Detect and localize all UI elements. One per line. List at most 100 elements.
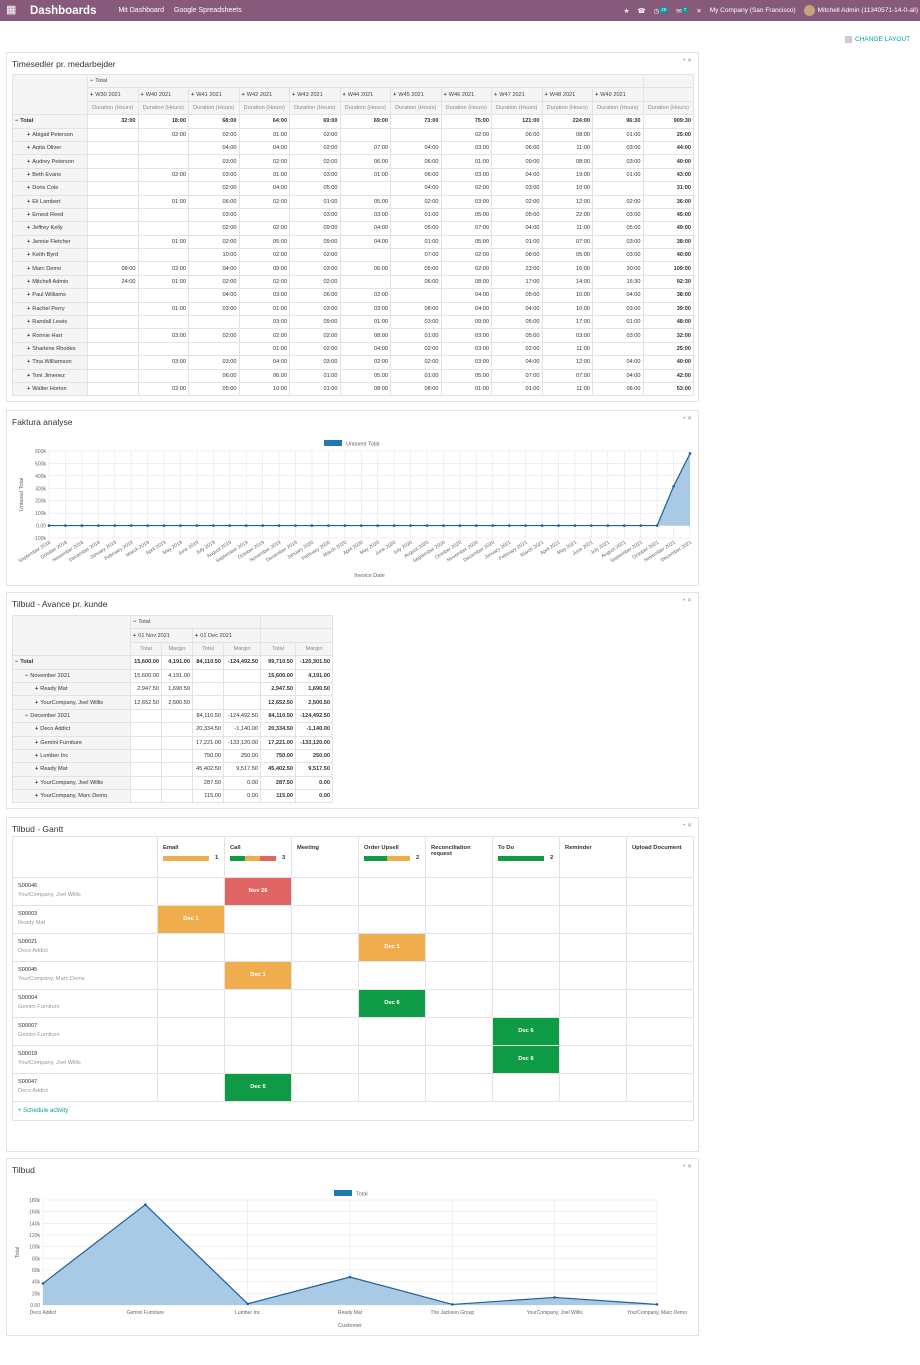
- gantt-column-header[interactable]: Order Upsell 2: [358, 836, 426, 878]
- pivot-cell[interactable]: 40:00: [642, 154, 694, 169]
- data-point[interactable]: [458, 524, 462, 527]
- pivot-cell[interactable]: 03:00: [491, 181, 543, 196]
- pivot-cell[interactable]: 08:00: [491, 248, 543, 263]
- gantt-cell[interactable]: [358, 905, 426, 934]
- pivot-cell[interactable]: [87, 288, 139, 303]
- pivot-measure-header[interactable]: Duration (Hours): [642, 100, 694, 116]
- pivot-cell[interactable]: 05:00: [541, 248, 593, 263]
- pivot-cell[interactable]: [161, 789, 193, 804]
- pivot-cell[interactable]: 10:00: [238, 381, 290, 397]
- pivot-cell[interactable]: 15,600.00: [130, 655, 162, 670]
- pivot-cell[interactable]: 01:00: [592, 167, 644, 183]
- pivot-cell[interactable]: 05:00: [491, 288, 543, 303]
- pivot-row-header[interactable]: + YourCompany, Joel Willis: [12, 695, 131, 710]
- pivot-cell[interactable]: 287.50: [192, 775, 224, 791]
- pivot-cell[interactable]: 03:00: [339, 301, 391, 317]
- activity-progress-bar[interactable]: [364, 855, 410, 861]
- gantt-cell[interactable]: [157, 1045, 225, 1074]
- data-point[interactable]: [409, 524, 412, 527]
- pivot-cell[interactable]: 9,517.50: [295, 762, 333, 777]
- pivot-cell[interactable]: [87, 221, 139, 236]
- gantt-cell[interactable]: [425, 1045, 493, 1074]
- pivot-cell[interactable]: 84,110.50: [260, 708, 296, 724]
- pivot-cell[interactable]: 09:00: [289, 234, 341, 250]
- pivot-cell[interactable]: -133,120.00: [223, 735, 261, 750]
- pivot-cell[interactable]: [87, 248, 139, 263]
- pivot-cell[interactable]: [87, 234, 139, 250]
- gantt-cell[interactable]: [425, 961, 493, 990]
- pivot-cell[interactable]: 01:00: [440, 154, 492, 169]
- pivot-measure-header[interactable]: Duration (Hours): [339, 100, 391, 116]
- pivot-cell[interactable]: 03:00: [289, 355, 341, 370]
- pivot-cell[interactable]: 32:00: [87, 114, 139, 129]
- pivot-cell[interactable]: 03:00: [188, 207, 240, 223]
- data-point[interactable]: [451, 1303, 454, 1306]
- pivot-cell[interactable]: 08:00: [87, 261, 139, 276]
- activity-progress-bar[interactable]: [498, 855, 544, 861]
- pivot-cell[interactable]: 25:00: [642, 127, 694, 142]
- data-point[interactable]: [392, 524, 396, 527]
- pivot-cell[interactable]: [130, 722, 162, 737]
- pivot-row-header[interactable]: + Eli Lambert: [12, 194, 88, 209]
- pivot-cell[interactable]: 75:00: [440, 114, 492, 129]
- pivot-cell[interactable]: [130, 735, 162, 750]
- gantt-cell[interactable]: [291, 989, 359, 1018]
- pivot-cell[interactable]: [130, 775, 162, 791]
- pivot-cell[interactable]: 11:00: [541, 221, 593, 236]
- pivot-cell[interactable]: 01:00: [238, 341, 290, 357]
- pivot-row-header[interactable]: + YourCompany, Joel Willis: [12, 775, 131, 791]
- activity-cell[interactable]: Dec 6: [359, 990, 425, 1017]
- pivot-cell[interactable]: 01:00: [592, 127, 644, 142]
- data-point[interactable]: [540, 524, 544, 527]
- data-point[interactable]: [80, 524, 84, 527]
- pivot-cell[interactable]: 05:00: [289, 181, 341, 196]
- pivot-row-header[interactable]: + Mitchell Admin: [12, 274, 88, 290]
- gantt-cell[interactable]: [358, 1017, 426, 1046]
- data-point[interactable]: [376, 524, 380, 527]
- pivot-measure-header[interactable]: Duration (Hours): [289, 100, 341, 116]
- pivot-cell[interactable]: 39:00: [642, 301, 694, 317]
- pivot-cell[interactable]: 05:00: [188, 381, 240, 397]
- pivot-cell[interactable]: [137, 140, 189, 156]
- pivot-col-header-total[interactable]: − Total: [130, 614, 261, 630]
- pivot-cell[interactable]: [87, 154, 139, 169]
- pivot-cell[interactable]: [130, 789, 162, 804]
- gantt-record[interactable]: S00045 YourCompany, Marc Demo: [12, 961, 158, 990]
- pivot-cell[interactable]: [137, 368, 189, 383]
- pivot-cell[interactable]: 12:00: [541, 355, 593, 370]
- pivot-cell[interactable]: 40:00: [642, 355, 694, 370]
- gantt-cell[interactable]: Dec 1: [358, 933, 426, 962]
- pivot-cell[interactable]: 10:00: [541, 301, 593, 317]
- gantt-cell[interactable]: [157, 989, 225, 1018]
- data-point[interactable]: [244, 524, 248, 527]
- data-point[interactable]: [162, 524, 166, 527]
- pivot-cell[interactable]: 01:00: [289, 381, 341, 397]
- pivot-row-header[interactable]: + Ronnie Hart: [12, 328, 88, 343]
- pivot-cell[interactable]: [161, 722, 193, 737]
- gantt-cell[interactable]: Dec 1: [157, 905, 225, 934]
- pivot-cell[interactable]: 11:00: [541, 341, 593, 357]
- pivot-measure-header[interactable]: Duration (Hours): [238, 100, 290, 116]
- gantt-cell[interactable]: [626, 989, 694, 1018]
- pivot-cell[interactable]: 05:00: [592, 221, 644, 236]
- pivot-cell[interactable]: [390, 288, 442, 303]
- pivot-cell[interactable]: 04:00: [390, 140, 442, 156]
- pivot-cell[interactable]: 15,600.00: [260, 668, 296, 683]
- pivot-row-header[interactable]: + Anita Oliver: [12, 140, 88, 156]
- pivot-row-header[interactable]: + Sharlene Rhodes: [12, 341, 88, 357]
- gantt-cell[interactable]: [425, 1073, 493, 1102]
- pivot-row-header[interactable]: + Abigail Peterson: [12, 127, 88, 142]
- pivot-cell[interactable]: 2,947.50: [260, 681, 296, 697]
- pivot-measure-header[interactable]: Duration (Hours): [87, 100, 139, 116]
- data-point[interactable]: [64, 524, 67, 527]
- chart-legend[interactable]: Untaxed Total: [324, 440, 380, 448]
- pivot-cell[interactable]: [161, 708, 193, 724]
- pivot-cell[interactable]: 08:00: [339, 381, 391, 397]
- gantt-cell[interactable]: [425, 905, 493, 934]
- pivot-cell[interactable]: 40:00: [642, 248, 694, 263]
- pivot-cell[interactable]: 09:00: [289, 221, 341, 236]
- activity-cell[interactable]: Nov 26: [225, 878, 291, 905]
- pivot-cell[interactable]: 38:00: [642, 234, 694, 250]
- pivot-row-header[interactable]: + Tina Williamson: [12, 355, 88, 370]
- pivot-cell[interactable]: 04:00: [339, 341, 391, 357]
